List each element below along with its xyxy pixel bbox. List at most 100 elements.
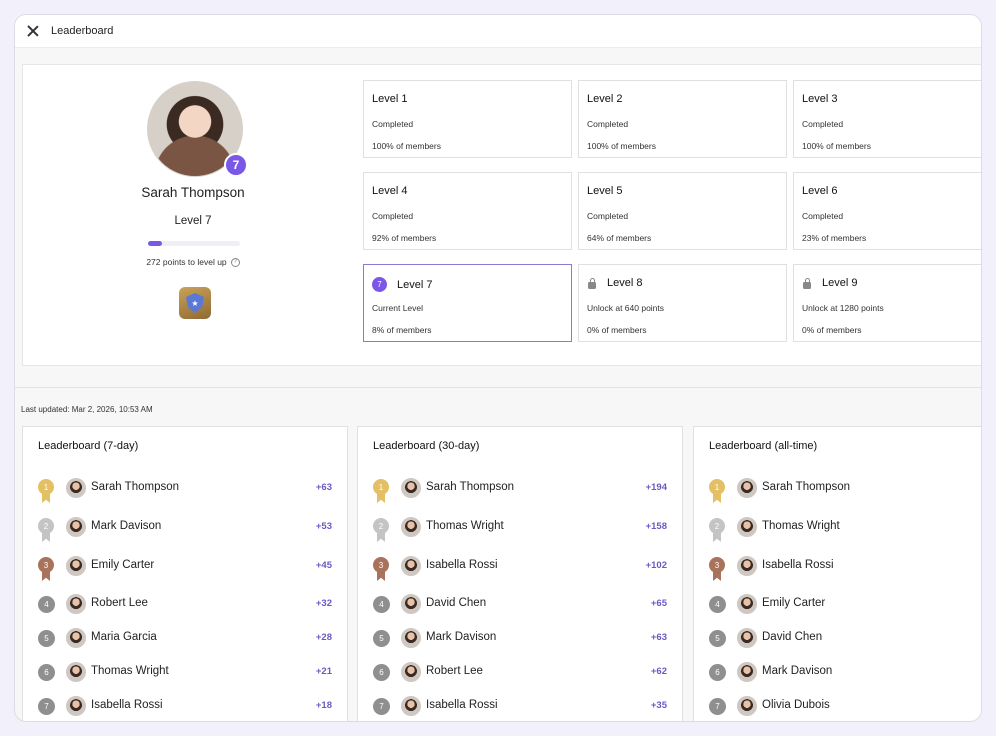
leaderboard-row[interactable]: 1 Sarah Thompson xyxy=(694,478,981,505)
lock-icon xyxy=(802,277,812,289)
leaderboard-row[interactable]: 5 Maria Garcia +28 xyxy=(23,628,347,655)
level-card-title: Level 6 xyxy=(802,185,837,197)
leaderboard-row[interactable]: 2 Thomas Wright +158 xyxy=(358,517,682,544)
rank-number: 5 xyxy=(38,630,55,647)
ribbon-icon xyxy=(713,531,721,542)
rank-number: 4 xyxy=(709,596,726,613)
leaderboard-row[interactable]: 3 Isabella Rossi +102 xyxy=(358,556,682,583)
level-card-status: Current Level xyxy=(372,303,424,313)
profile-panel: 7 Sarah Thompson Level 7 272 points to l… xyxy=(22,64,981,366)
leaderboard-row[interactable]: 4 David Chen +65 xyxy=(358,594,682,621)
member-score: +194 xyxy=(645,482,667,493)
member-name: Thomas Wright xyxy=(426,520,504,532)
ribbon-icon xyxy=(42,492,50,503)
bronze-medal-icon: 3 xyxy=(709,557,725,583)
help-icon[interactable]: ? xyxy=(230,258,240,268)
member-name: Sarah Thompson xyxy=(91,481,180,493)
rank-number: 2 xyxy=(709,518,725,534)
member-name: Robert Lee xyxy=(426,665,483,677)
level-card-1[interactable]: Level 1 Completed 100% of members xyxy=(363,80,572,158)
level-card-title: 7 Level 7 xyxy=(372,277,432,292)
leaderboard-row[interactable]: 5 David Chen xyxy=(694,628,981,655)
level-card-title: Level 4 xyxy=(372,185,407,197)
level-card-9[interactable]: Level 9 Unlock at 1280 points 0% of member… xyxy=(793,264,981,342)
avatar xyxy=(66,696,86,716)
level-card-2[interactable]: Level 2 Completed 100% of members xyxy=(578,80,787,158)
avatar xyxy=(737,696,757,716)
leaderboard-row[interactable]: 2 Mark Davison +53 xyxy=(23,517,347,544)
avatar xyxy=(66,556,86,576)
leaderboard-row[interactable]: 1 Sarah Thompson +63 xyxy=(23,478,347,505)
avatar xyxy=(737,662,757,682)
rank-number: 7 xyxy=(38,698,55,715)
member-name: Mark Davison xyxy=(91,520,162,532)
level-card-members: 23% of members xyxy=(802,233,867,243)
silver-medal-icon: 2 xyxy=(709,518,725,544)
close-icon[interactable] xyxy=(25,23,41,39)
leaderboard-row[interactable]: 6 Robert Lee +62 xyxy=(358,662,682,689)
member-name: Olivia Dubois xyxy=(762,699,830,711)
member-name: Thomas Wright xyxy=(762,520,840,532)
rank-number: 6 xyxy=(373,664,390,681)
member-name: Isabella Rossi xyxy=(426,699,498,711)
level-trophy-icon: ★ xyxy=(179,287,211,319)
ribbon-icon xyxy=(377,531,385,542)
leaderboard-row[interactable]: 1 Sarah Thompson +194 xyxy=(358,478,682,505)
avatar xyxy=(66,628,86,648)
member-name: Mark Davison xyxy=(426,631,497,643)
level-card-5[interactable]: Level 5 Completed 64% of members xyxy=(578,172,787,250)
member-score: +102 xyxy=(645,560,667,571)
silver-medal-icon: 2 xyxy=(38,518,54,544)
gold-medal-icon: 1 xyxy=(38,479,54,505)
level-card-status: Completed xyxy=(802,211,844,221)
top-bar: Leaderboard xyxy=(15,15,981,48)
level-card-members: 64% of members xyxy=(587,233,652,243)
leaderboard-row[interactable]: 3 Isabella Rossi xyxy=(694,556,981,583)
level-card-title-text: Level 7 xyxy=(397,278,433,291)
avatar xyxy=(401,556,421,576)
profile-summary: 7 Sarah Thompson Level 7 272 points to l… xyxy=(23,65,363,365)
leaderboard-row[interactable]: 5 Mark Davison +63 xyxy=(358,628,682,655)
avatar xyxy=(401,696,421,716)
rank-number: 3 xyxy=(709,557,725,573)
leaderboard-row[interactable]: 4 Emily Carter xyxy=(694,594,981,621)
leaderboard-panel-3: Leaderboard (all-time) 1 Sarah Thompson 2 Th… xyxy=(693,426,981,721)
leaderboard-row[interactable]: 3 Emily Carter +45 xyxy=(23,556,347,583)
member-score: +28 xyxy=(315,632,332,643)
level-card-status: Completed xyxy=(587,211,629,221)
level-card-status: Completed xyxy=(372,211,414,221)
rank-number: 7 xyxy=(709,698,726,715)
member-score: +32 xyxy=(315,598,332,609)
last-updated: Last updated: Mar 2, 2026, 10:53 AM xyxy=(21,405,153,414)
leaderboard-row[interactable]: 7 Isabella Rossi +35 xyxy=(358,696,682,721)
leaderboard-row[interactable]: 2 Thomas Wright xyxy=(694,517,981,544)
page-title: Leaderboard xyxy=(51,25,114,37)
avatar xyxy=(737,517,757,537)
level-card-title-text: Level 6 xyxy=(802,185,838,197)
points-to-level-up: 272 points to level up? xyxy=(23,257,363,268)
gold-medal-icon: 1 xyxy=(373,479,389,505)
level-card-status: Unlock at 640 points xyxy=(587,303,665,313)
leaderboard-row[interactable]: 6 Mark Davison xyxy=(694,662,981,689)
rank-number: 6 xyxy=(709,664,726,681)
avatar xyxy=(737,556,757,576)
rank-number: 7 xyxy=(373,698,390,715)
level-progress-bar xyxy=(148,241,240,246)
leaderboard-row[interactable]: 6 Thomas Wright +21 xyxy=(23,662,347,689)
leaderboard-row[interactable]: 7 Olivia Dubois xyxy=(694,696,981,721)
rank-number: 2 xyxy=(38,518,54,534)
leaderboard-row[interactable]: 7 Isabella Rossi +18 xyxy=(23,696,347,721)
leaderboard-row[interactable]: 4 Robert Lee +32 xyxy=(23,594,347,621)
level-card-8[interactable]: Level 8 Unlock at 640 points 0% of members xyxy=(578,264,787,342)
level-card-title: Level 8 xyxy=(587,277,642,289)
member-name: Isabella Rossi xyxy=(91,699,163,711)
avatar xyxy=(66,517,86,537)
level-card-6[interactable]: Level 6 Completed 23% of members xyxy=(793,172,981,250)
rank-number: 5 xyxy=(373,630,390,647)
level-card-7[interactable]: 7 Level 7 Current Level 8% of members xyxy=(363,264,572,342)
avatar xyxy=(401,517,421,537)
level-card-3[interactable]: Level 3 Completed 100% of members xyxy=(793,80,981,158)
level-card-4[interactable]: Level 4 Completed 92% of members xyxy=(363,172,572,250)
level-progress-fill xyxy=(148,241,162,246)
leaderboard-panel-2: Leaderboard (30-day) 1 Sarah Thompson +194 2… xyxy=(357,426,683,721)
